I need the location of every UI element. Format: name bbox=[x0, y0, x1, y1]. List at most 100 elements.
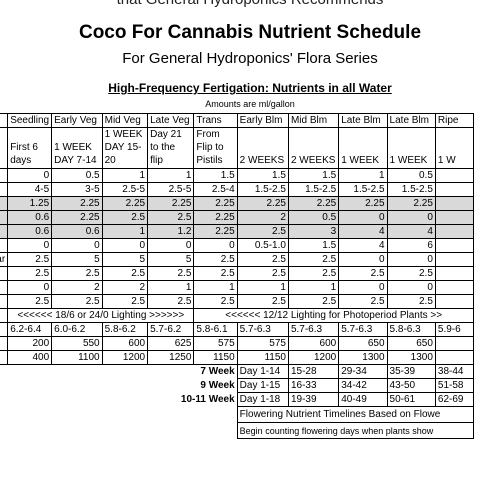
ppm-cell: 650 bbox=[386, 336, 436, 351]
weeks-cell: 16-33 bbox=[287, 378, 340, 393]
value-cell: 1.5 bbox=[287, 238, 340, 253]
value-cell: 2.25 bbox=[51, 196, 103, 211]
ppm-cell: 625 bbox=[147, 336, 195, 351]
duration-cell: 1 WEEK bbox=[338, 127, 388, 169]
lighting-veg-label: <<<<<< 18/6 or 24/0 Lighting >>>>>> bbox=[7, 308, 195, 323]
blank-cell bbox=[194, 407, 237, 423]
header-cell: Late Veg bbox=[147, 113, 195, 128]
ppm-cell: 1250 bbox=[147, 350, 195, 365]
value-cell: 2.5 bbox=[236, 224, 289, 239]
header-cell: Trans bbox=[193, 113, 238, 128]
value-cell: 3 bbox=[287, 224, 340, 239]
value-cell: 1 bbox=[193, 280, 238, 295]
weeks-cell: 62-69 bbox=[434, 392, 475, 407]
value-cell bbox=[434, 224, 475, 239]
blank-cell bbox=[8, 393, 52, 407]
duration-cell: 1 WEEK DAY 15- 20 bbox=[101, 127, 149, 169]
value-cell: 1 bbox=[338, 168, 388, 183]
weeks-label: 7 Week bbox=[200, 365, 235, 377]
blank-cell bbox=[194, 423, 237, 439]
value-cell: 2 bbox=[101, 280, 149, 295]
blank-cell bbox=[52, 393, 102, 407]
ppm-cell: 1150 bbox=[193, 350, 238, 365]
ph-cell: 5.8-6.1 bbox=[193, 322, 238, 337]
duration-cell: Day 21 to the flip bbox=[147, 127, 195, 169]
value-cell: 0.5-1.0 bbox=[236, 238, 289, 253]
ppm-cell: 575 bbox=[236, 336, 289, 351]
weeks-cell: 43-50 bbox=[386, 378, 436, 393]
value-cell: 0 bbox=[7, 280, 53, 295]
table-row: 1.25 2.25 2.25 2.25 2.25 2.25 2.25 2.25 2.25 bbox=[0, 196, 475, 211]
blank-cell bbox=[8, 407, 52, 423]
value-cell: 5 bbox=[147, 252, 195, 267]
value-cell bbox=[434, 168, 475, 183]
ph-cell: 5.8-6.3 bbox=[386, 322, 436, 337]
value-cell: 0 bbox=[7, 168, 53, 183]
row-label bbox=[0, 266, 9, 281]
value-cell: 6 bbox=[386, 238, 436, 253]
value-cell: 1.2 bbox=[147, 224, 195, 239]
value-cell: 3-5 bbox=[51, 182, 103, 197]
value-cell: 2.25 bbox=[193, 196, 238, 211]
blank-cell bbox=[52, 423, 102, 439]
weeks-cell: 35-39 bbox=[386, 364, 436, 379]
ppm-cell: 600 bbox=[287, 336, 340, 351]
value-cell: 0 bbox=[101, 238, 149, 253]
blank-cell bbox=[102, 407, 147, 423]
ph-cell: 6.0-6.2 bbox=[51, 322, 103, 337]
ppm-cell: 1150 bbox=[236, 350, 289, 365]
value-cell: 4 bbox=[386, 224, 436, 239]
top-cut-heading: that General Hydroponics Recommends bbox=[0, 0, 500, 8]
row-label bbox=[0, 210, 9, 225]
weeks-label: 10-11 Week bbox=[180, 393, 235, 405]
page-subtitle: For General Hydroponics' Flora Series bbox=[122, 50, 378, 67]
row-label bbox=[0, 308, 9, 323]
table-row: 2.5 2.5 2.5 2.5 2.5 2.5 2.5 2.5 2.5 bbox=[0, 294, 475, 309]
value-cell: 2.25 bbox=[193, 224, 238, 239]
row-label bbox=[0, 280, 9, 295]
table-row: 0.6 2.25 2.5 2.5 2.25 2 0.5 0 0 bbox=[0, 210, 475, 225]
value-cell: 1 bbox=[147, 168, 195, 183]
weeks-cell: 40-49 bbox=[338, 392, 388, 407]
ph-cell: 5.7-6.3 bbox=[236, 322, 289, 337]
header-cell: Early Veg bbox=[51, 113, 103, 128]
value-cell: 2.5 bbox=[101, 210, 149, 225]
value-cell: 2.5 bbox=[236, 294, 289, 309]
value-cell: 0 bbox=[338, 252, 388, 267]
note-row: Begin counting flowering days when plant… bbox=[0, 422, 475, 439]
units-note: Amounts are ml/gallon bbox=[205, 99, 295, 109]
value-cell: 2.25 bbox=[101, 196, 149, 211]
ppm-cell: 1100 bbox=[51, 350, 103, 365]
value-cell: 0.6 bbox=[7, 224, 53, 239]
value-cell: 5 bbox=[51, 252, 103, 267]
weeks-cell: 50-61 bbox=[386, 392, 436, 407]
blank-cell bbox=[0, 379, 8, 393]
ppm-cell: 1200 bbox=[287, 350, 340, 365]
value-cell bbox=[434, 280, 475, 295]
ph-cell: 5.7-6.2 bbox=[147, 322, 195, 337]
row-label bbox=[0, 182, 9, 197]
weeks-row: 10-11 Week Day 1-18 19-39 40-49 50-61 62-69 bbox=[0, 392, 475, 407]
header-cell: Late Blm bbox=[386, 113, 436, 128]
ph-cell: 5.9-6 bbox=[434, 322, 475, 337]
value-cell: 2.5 bbox=[386, 266, 436, 281]
weeks-cell: Day 1-18 bbox=[236, 392, 289, 407]
ph-cell: 5.8-6.2 bbox=[101, 322, 149, 337]
value-cell: 1.5-2.5 bbox=[386, 182, 436, 197]
weeks-row: 7 Week Day 1-14 15-28 29-34 35-39 38-44 bbox=[0, 364, 475, 379]
blank-cell bbox=[102, 393, 147, 407]
table-row: 4-5 3-5 2.5-5 2.5-5 2.5-4 1.5-2.5 1.5-2.5 1.5-2… bbox=[0, 182, 475, 197]
value-cell bbox=[434, 238, 475, 253]
row-label bbox=[0, 294, 9, 309]
weeks-row: 9 Week Day 1-15 16-33 34-42 43-50 51-58 bbox=[0, 378, 475, 393]
duration-row: First 6 days 1 WEEK DAY 7-14 1 WEEK DAY 15- 20… bbox=[0, 127, 475, 169]
ph-cell: 5.7-6.3 bbox=[338, 322, 388, 337]
value-cell: 2.25 bbox=[338, 196, 388, 211]
table-body: Seedling Early Veg Mid Veg Late Veg Trans Ear… bbox=[0, 113, 475, 439]
row-label bbox=[0, 350, 9, 365]
value-cell: 2.5 bbox=[193, 266, 238, 281]
duration-cell bbox=[0, 127, 9, 169]
flowering-note: Flowering Nutrient Timelines Based on Fl… bbox=[236, 406, 475, 423]
ph-cell: 5.7-6.3 bbox=[287, 322, 340, 337]
value-cell: 0 bbox=[386, 280, 436, 295]
